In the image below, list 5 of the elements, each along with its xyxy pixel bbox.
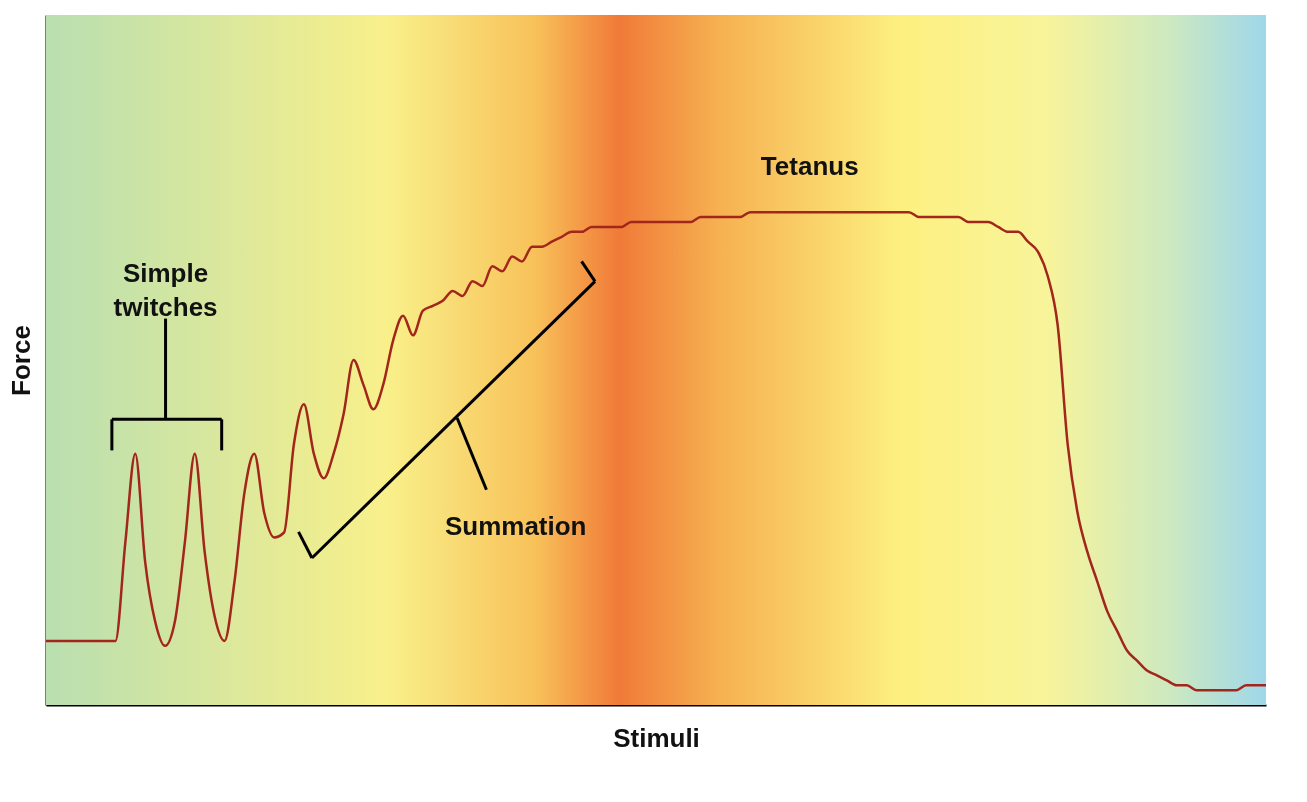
x-axis-title: Stimuli (613, 722, 700, 753)
y-axis-title: Force (5, 325, 36, 396)
annotation: Summation (444, 510, 587, 541)
text: Tetanus (760, 150, 859, 181)
annotation: Simple twitches (113, 258, 218, 323)
